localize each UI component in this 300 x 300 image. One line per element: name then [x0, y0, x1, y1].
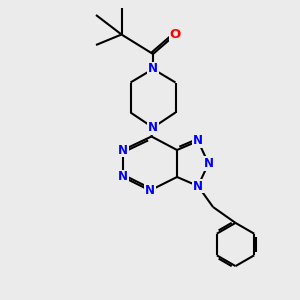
Text: N: N [193, 134, 203, 148]
Text: N: N [118, 143, 128, 157]
Text: N: N [118, 170, 128, 184]
Text: N: N [148, 62, 158, 76]
Text: N: N [203, 157, 214, 170]
Text: N: N [148, 121, 158, 134]
Text: O: O [170, 28, 181, 41]
Text: N: N [145, 184, 155, 197]
Text: N: N [193, 179, 203, 193]
